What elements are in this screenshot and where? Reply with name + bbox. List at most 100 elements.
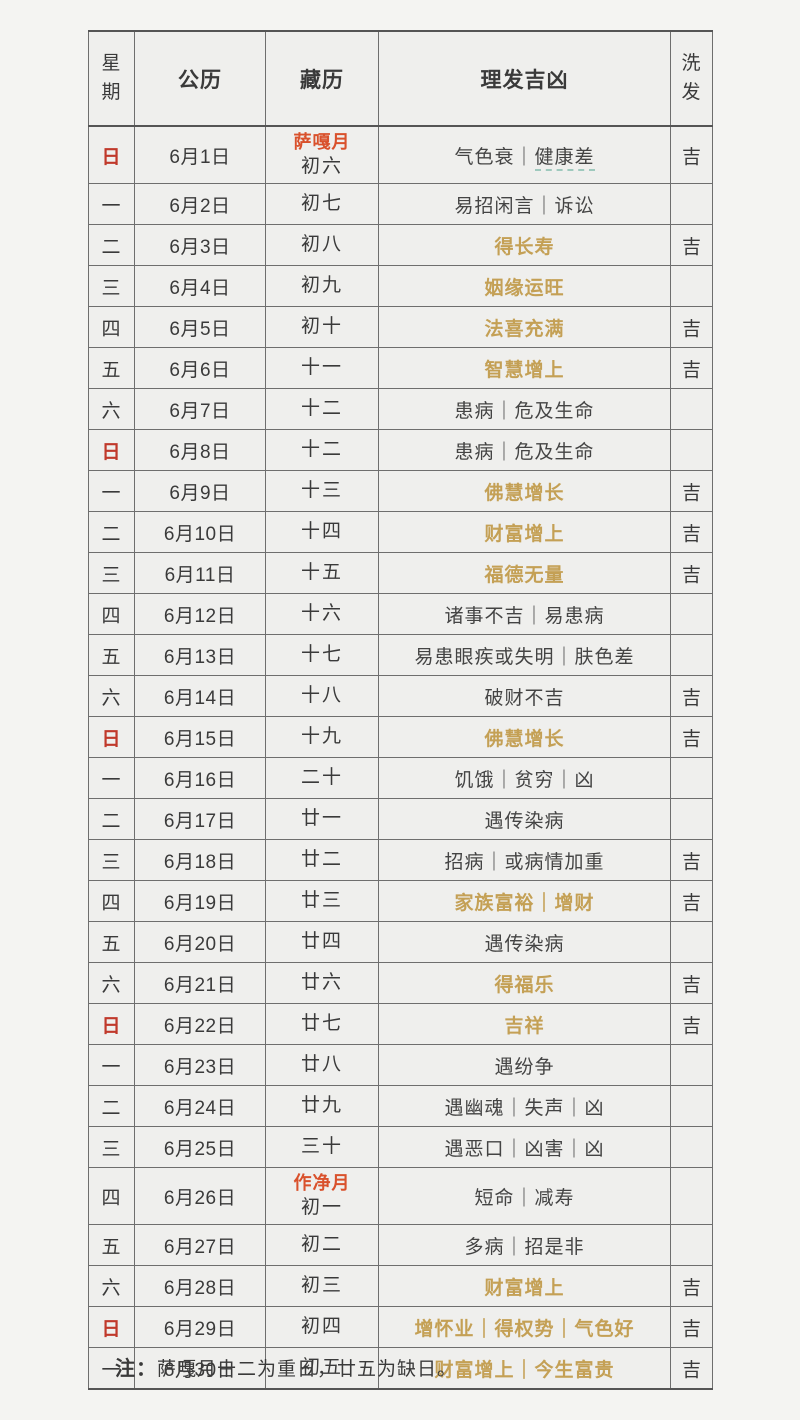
table-header: 星 期 公历 藏历 理发吉凶 洗 发: [88, 30, 713, 127]
table-row: 四 6月5日 初十 法喜充满吉: [88, 306, 713, 348]
cell-tibetan-date: 初三: [265, 1265, 379, 1307]
cell-hairwash-fortune: [670, 265, 713, 307]
cell-gregorian-date: 6月16日: [134, 757, 266, 799]
cell-haircut-fortune: 遇纷争: [378, 1044, 671, 1086]
table-row: 日 6月15日 十九 佛慧增长吉: [88, 716, 713, 758]
cell-weekday: 二: [88, 511, 135, 553]
cell-haircut-fortune: 佛慧增长: [378, 716, 671, 758]
cell-hairwash-fortune: 吉: [670, 224, 713, 266]
table-row: 日 6月29日 初四 增怀业｜得权势｜气色好吉: [88, 1306, 713, 1348]
cell-weekday: 一: [88, 1044, 135, 1086]
table-row: 三 6月4日 初九 姻缘运旺: [88, 265, 713, 307]
cell-weekday: 三: [88, 265, 135, 307]
cell-haircut-fortune: 得长寿: [378, 224, 671, 266]
cell-hairwash-fortune: 吉: [670, 347, 713, 389]
cell-gregorian-date: 6月3日: [134, 224, 266, 266]
table-row: 二 6月3日 初八 得长寿吉: [88, 224, 713, 266]
cell-weekday: 三: [88, 552, 135, 594]
cell-weekday: 四: [88, 1167, 135, 1225]
footer-note-label: 注：: [115, 1358, 157, 1380]
cell-gregorian-date: 6月4日: [134, 265, 266, 307]
table-body: 日 6月1日 萨嘎月 初六 气色衰｜健康差吉一 6月2日 初七 易招闲言｜诉讼二 6月3日 初八得…: [88, 125, 713, 1390]
cell-gregorian-date: 6月23日: [134, 1044, 266, 1086]
cell-weekday: 五: [88, 1224, 135, 1266]
cell-hairwash-fortune: 吉: [670, 470, 713, 512]
cell-gregorian-date: 6月9日: [134, 470, 266, 512]
cell-tibetan-date: 三十: [265, 1126, 379, 1168]
cell-tibetan-date: 十二: [265, 388, 379, 430]
cell-haircut-fortune: 破财不吉: [378, 675, 671, 717]
cell-gregorian-date: 6月1日: [134, 125, 266, 184]
cell-weekday: 一: [88, 757, 135, 799]
cell-gregorian-date: 6月5日: [134, 306, 266, 348]
cell-haircut-fortune: 福德无量: [378, 552, 671, 594]
table-row: 日 6月1日 萨嘎月 初六 气色衰｜健康差吉: [88, 125, 713, 184]
table-row: 一 6月9日 十三 佛慧增长吉: [88, 470, 713, 512]
tibetan-day-label: 十九: [300, 726, 343, 748]
cell-tibetan-date: 萨嘎月 初六: [265, 125, 379, 184]
tibetan-day-label: 初二: [300, 1234, 343, 1256]
cell-haircut-fortune: 得福乐: [378, 962, 671, 1004]
tibetan-day-label: 十六: [300, 603, 343, 625]
cell-tibetan-date: 廿三: [265, 880, 379, 922]
tibetan-month-label: 萨嘎月: [293, 132, 351, 153]
cell-gregorian-date: 6月20日: [134, 921, 266, 963]
tibetan-day-label: 廿一: [300, 808, 343, 830]
cell-haircut-fortune: 诸事不吉｜易患病: [378, 593, 671, 635]
tibetan-day-label: 廿七: [300, 1013, 343, 1035]
tibetan-day-label: 十七: [300, 644, 343, 666]
cell-weekday: 三: [88, 839, 135, 881]
footer-note-text: 萨嘎月十二为重日，廿五为缺日。: [157, 1359, 458, 1380]
cell-tibetan-date: 初七: [265, 183, 379, 225]
tibetan-day-label: 廿九: [300, 1095, 343, 1117]
fortune-text-underlined: 健康差: [534, 146, 595, 171]
cell-tibetan-date: 初五: [265, 1347, 379, 1390]
tibetan-day-label: 二十: [300, 767, 343, 789]
tibetan-month-label: 作净月: [293, 1173, 351, 1194]
cell-weekday: 日: [88, 429, 135, 471]
table-row: 二 6月24日 廿九 遇幽魂｜失声｜凶: [88, 1085, 713, 1127]
cell-hairwash-fortune: [670, 798, 713, 840]
column-header-weekday: 星 期: [88, 30, 135, 127]
cell-hairwash-fortune: 吉: [670, 880, 713, 922]
cell-hairwash-fortune: [670, 757, 713, 799]
table-row: 四 6月19日 廿三 家族富裕｜增财吉: [88, 880, 713, 922]
table-row: 六 6月7日 十二 患病｜危及生命: [88, 388, 713, 430]
cell-weekday: 日: [88, 125, 135, 184]
tibetan-day-label: 初一: [300, 1197, 343, 1219]
column-header-tibetan-label: 藏历: [300, 68, 344, 92]
cell-hairwash-fortune: [670, 921, 713, 963]
tibetan-day-label: 十二: [300, 439, 343, 461]
tibetan-day-label: 十三: [300, 480, 343, 502]
cell-haircut-fortune: 招病｜或病情加重: [378, 839, 671, 881]
cell-hairwash-fortune: [670, 429, 713, 471]
cell-tibetan-date: 廿七: [265, 1003, 379, 1045]
cell-weekday: 一: [88, 470, 135, 512]
cell-haircut-fortune: 智慧增上: [378, 347, 671, 389]
cell-hairwash-fortune: 吉: [670, 962, 713, 1004]
cell-haircut-fortune: 易招闲言｜诉讼: [378, 183, 671, 225]
cell-gregorian-date: 6月22日: [134, 1003, 266, 1045]
table-row: 五 6月6日 十一 智慧增上吉: [88, 347, 713, 389]
cell-haircut-fortune: 佛慧增长: [378, 470, 671, 512]
cell-weekday: 六: [88, 675, 135, 717]
cell-tibetan-date: 十五: [265, 552, 379, 594]
tibetan-day-label: 初七: [300, 193, 343, 215]
cell-weekday: 三: [88, 1126, 135, 1168]
cell-hairwash-fortune: [670, 388, 713, 430]
cell-weekday: 四: [88, 880, 135, 922]
table-row: 日 6月22日 廿七 吉祥吉: [88, 1003, 713, 1045]
table-row: 一 6月30日 初五 财富增上｜今生富贵吉: [88, 1347, 713, 1390]
tibetan-day-label: 初六: [300, 156, 343, 178]
cell-gregorian-date: 6月17日: [134, 798, 266, 840]
cell-hairwash-fortune: 吉: [670, 1003, 713, 1045]
column-header-haircut-fortune: 理发吉凶: [378, 30, 671, 127]
cell-weekday: 二: [88, 1085, 135, 1127]
cell-hairwash-fortune: 吉: [670, 675, 713, 717]
cell-hairwash-fortune: [670, 1085, 713, 1127]
column-header-gregorian-label: 公历: [178, 68, 222, 92]
cell-tibetan-date: 十三: [265, 470, 379, 512]
cell-tibetan-date: 十一: [265, 347, 379, 389]
cell-haircut-fortune: 家族富裕｜增财: [378, 880, 671, 922]
cell-tibetan-date: 廿二: [265, 839, 379, 881]
